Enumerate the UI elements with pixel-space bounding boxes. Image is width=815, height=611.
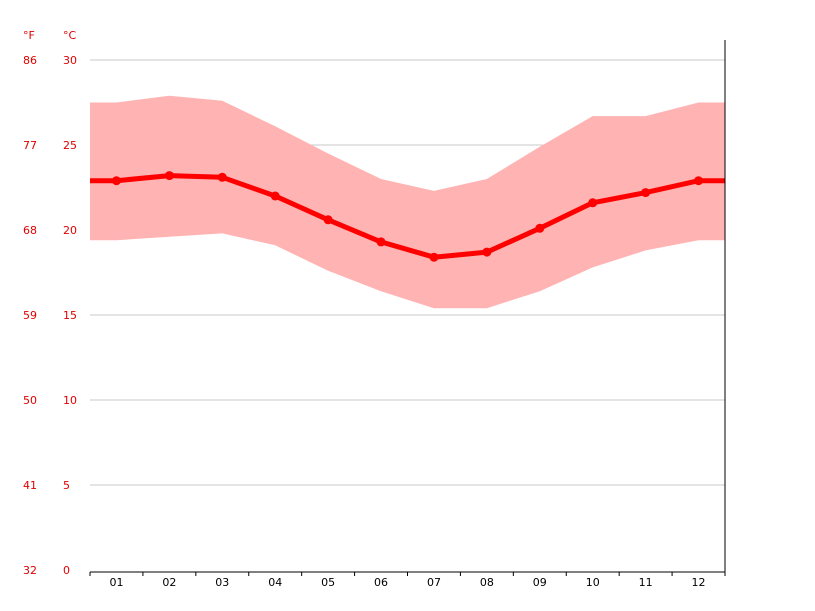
data-point	[641, 188, 651, 198]
y-tick-label-c: 30	[63, 54, 77, 67]
data-point	[482, 247, 492, 257]
x-tick-label: 01	[109, 576, 123, 589]
x-tick-label: 03	[215, 576, 229, 589]
average-temperature-series	[90, 171, 725, 262]
y-tick-label-f: 50	[23, 394, 37, 407]
y-tick-label-c: 0	[63, 564, 70, 577]
unit-label-celsius: °C	[63, 29, 77, 42]
y-tick-label-c: 10	[63, 394, 77, 407]
y-tick-label-f: 77	[23, 139, 37, 152]
x-tick-label: 06	[374, 576, 388, 589]
x-tick-label: 07	[427, 576, 441, 589]
unit-label-fahrenheit: °F	[23, 29, 35, 42]
x-tick-label: 04	[268, 576, 282, 589]
series-line	[90, 173, 725, 260]
y-tick-label-c: 25	[63, 139, 77, 152]
y-tick-label-c: 5	[63, 479, 70, 492]
y-tick-label-f: 68	[23, 224, 37, 237]
y-tick-label-c: 15	[63, 309, 77, 322]
x-tick-label: 05	[321, 576, 335, 589]
x-tick-label: 10	[586, 576, 600, 589]
data-point	[111, 176, 121, 186]
y-tick-label-f: 32	[23, 564, 37, 577]
y-tick-label-c: 20	[63, 224, 77, 237]
x-tick-label: 11	[639, 576, 653, 589]
x-tick-label: 12	[692, 576, 706, 589]
data-point	[535, 223, 545, 233]
data-point	[376, 237, 386, 247]
x-tick-label: 02	[162, 576, 176, 589]
range-band-area	[90, 95, 725, 309]
data-point	[217, 172, 227, 182]
temperature-range-band	[90, 95, 725, 309]
y-tick-label-f: 86	[23, 54, 37, 67]
y-tick-label-f: 41	[23, 479, 37, 492]
data-point	[270, 191, 280, 201]
x-tick-label: 08	[480, 576, 494, 589]
data-point	[429, 252, 439, 262]
data-point	[323, 215, 333, 225]
axes: 32 0 41 5 50 10 59 15 68 20 77 25 86 30 01 02 03 04 05 06 07…	[23, 40, 726, 589]
x-tick-label: 09	[533, 576, 547, 589]
y-tick-label-f: 59	[23, 309, 37, 322]
data-point	[694, 176, 704, 186]
data-point	[164, 171, 174, 181]
data-point	[588, 198, 598, 208]
